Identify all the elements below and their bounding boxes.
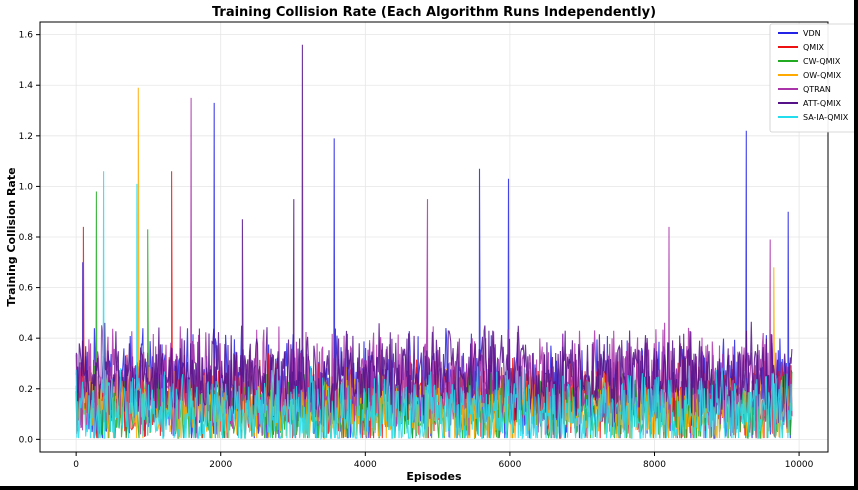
y-tick-label: 1.4 (19, 81, 34, 91)
x-tick-label: 6000 (498, 460, 521, 470)
x-tick-label: 4000 (354, 460, 377, 470)
x-tick-label: 2000 (209, 460, 232, 470)
series-line-sa-ia-qmix (75, 171, 793, 440)
legend-label: OW-QMIX (803, 71, 842, 80)
y-axis-label: Training Collision Rate (5, 167, 18, 306)
series-line-att-qmix (75, 44, 793, 430)
legend-label: QMIX (803, 43, 825, 52)
legend: VDN QMIX CW-QMIX OW-QMIX QTRAN ATT-QMIX SA-IA-… (769, 23, 858, 133)
x-tick-label: 10000 (785, 460, 814, 470)
x-tick-label: 8000 (643, 460, 666, 470)
axis-ticks: 0 2000 4000 6000 8000 10000 0.0 0.2 0.4 0.6 0.8 1.0… (19, 31, 814, 470)
y-tick-label: 0.8 (19, 233, 34, 243)
legend-label: CW-QMIX (803, 57, 841, 66)
legend-label: VDN (803, 29, 821, 38)
y-tick-label: 1.0 (19, 182, 34, 192)
x-tick-label: 0 (73, 460, 79, 470)
x-axis-label: Episodes (406, 470, 462, 483)
legend-label: SA-IA-QMIX (803, 113, 849, 122)
y-tick-label: 0.6 (19, 284, 34, 294)
series-lines (75, 44, 793, 441)
y-tick-label: 1.6 (19, 31, 34, 41)
legend-box (769, 23, 858, 133)
y-tick-label: 0.4 (19, 334, 34, 344)
y-tick-label: 0.2 (19, 385, 33, 395)
legend-label: ATT-QMIX (803, 99, 841, 108)
legend-label: QTRAN (803, 85, 831, 94)
y-tick-label: 1.2 (19, 132, 33, 142)
chart-title: Training Collision Rate (Each Algorithm … (212, 5, 656, 20)
y-tick-label: 0.0 (19, 435, 34, 445)
